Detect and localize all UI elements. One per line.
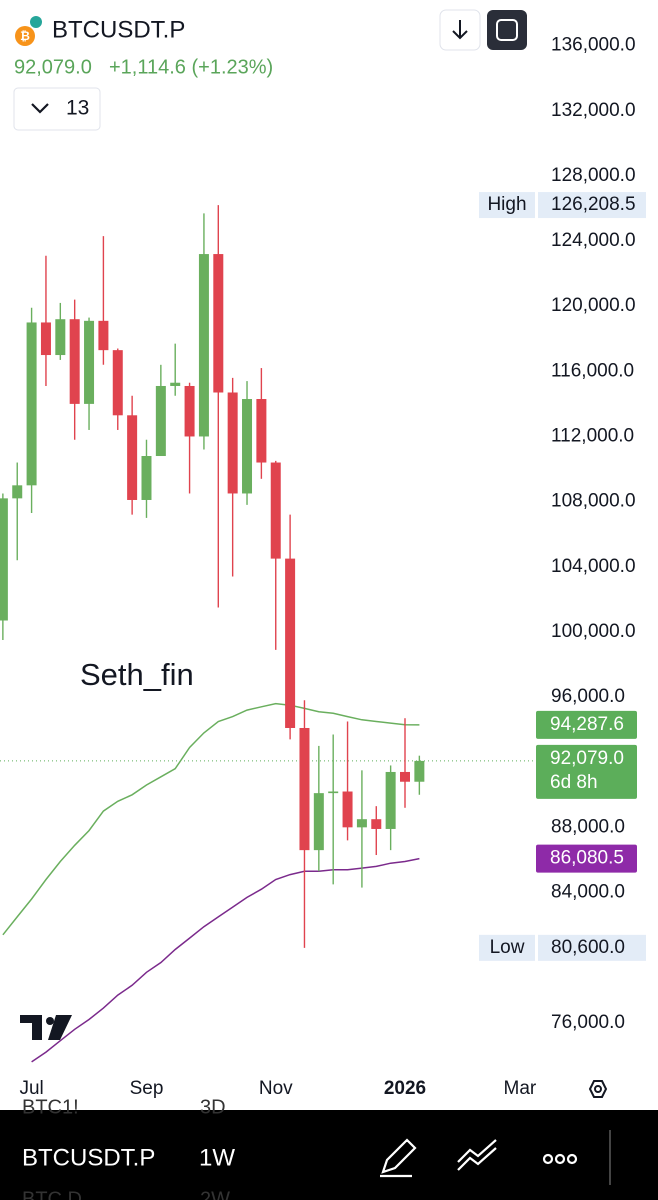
price-label: 92,079.0 [550,748,624,769]
y-tick-label: 116,000.0 [551,360,634,381]
y-tick-label: 104,000.0 [551,556,636,577]
extreme-name: High [487,194,526,215]
x-tick-label: Sep [130,1078,164,1099]
candle-body [112,350,123,416]
y-tick-label: 128,000.0 [551,165,636,186]
y-tick-label: 112,000.0 [551,425,634,446]
candle-body [127,415,138,500]
draw-tool[interactable] [380,1138,417,1178]
toolbar-symbol[interactable]: BTCUSDT.P [22,1144,155,1171]
extreme-name: Low [490,937,525,958]
price-label-box [536,710,637,739]
candle-body [414,760,425,782]
x-tick-label: Mar [504,1078,537,1099]
candle-body [69,319,80,404]
y-tick-label: 108,000.0 [551,491,636,512]
ghost-interval: 2W [200,1188,230,1200]
candle-body [270,462,281,559]
extreme-value: 80,600.0 [551,937,625,958]
candle-body [12,485,23,499]
y-tick-label: 76,000.0 [551,1012,625,1033]
toolbar-interval[interactable]: 1W [199,1144,235,1171]
price-sublabel: 6d 8h [550,772,598,793]
extreme-value-box [538,192,646,219]
candle-body [256,399,267,463]
down-arrow-icon [452,20,468,40]
price-label-box [536,744,637,799]
ghost-symbol: BTC.D [22,1188,82,1200]
candle-body [170,382,181,386]
candle-body [356,819,367,828]
candle-body [0,498,8,621]
candle-body [227,392,238,494]
indicator-count: 13 [66,97,89,120]
y-tick-label: 100,000.0 [551,621,636,642]
candle-body [40,322,51,356]
tv-logo [20,1015,72,1040]
ghost-symbol: BTC1! [22,1096,79,1118]
candle-body [155,385,166,457]
candle-body [400,771,410,782]
candle-body [84,320,95,404]
candle-body [328,791,339,794]
x-tick-label: Nov [259,1078,293,1099]
fullscreen-icon [496,19,518,41]
ghost-interval: 3D [200,1096,226,1118]
y-tick-label: 120,000.0 [551,295,636,316]
extreme-value-box [538,934,646,961]
x-tick-label: 2026 [384,1078,426,1099]
y-tick-label: 88,000.0 [551,816,625,837]
candle-body [299,727,310,851]
symbol-icon: ₿ [15,16,42,46]
more-button[interactable] [542,1153,578,1165]
candle-body [55,319,66,356]
candle-body [184,385,195,437]
chevron-icon [31,103,49,114]
x-tick-label: Jul [19,1078,43,1099]
symbol[interactable]: BTCUSDT.P [52,16,185,43]
price-change: +1,114.6 (+1.23%) [109,56,273,78]
extreme-name-box [479,934,535,961]
ma-line [2,702,420,936]
extreme-name-box [479,192,535,219]
candle-body [141,456,152,500]
ma-line [31,857,420,1063]
candle-body [342,791,353,828]
indicator-toggle[interactable] [13,87,101,131]
candle-body [385,771,396,829]
price-label: 86,080.5 [550,848,624,869]
candle-body [213,254,224,393]
y-tick-label: 124,000.0 [551,230,636,251]
svg-text:₿: ₿ [20,29,30,43]
y-tick-label: 132,000.0 [551,100,636,121]
candle-body [313,793,324,851]
candle-body [198,254,209,437]
last-price: 92,079.0 [14,56,92,78]
candle-body [285,558,296,728]
fullscreen-button[interactable] [487,10,527,50]
candle-body [26,322,37,486]
price-label-box [536,844,637,873]
price-label: 94,287.6 [550,714,624,735]
y-tick-label: 96,000.0 [551,686,625,707]
candle-body [242,399,253,494]
line-tool[interactable] [457,1139,497,1171]
y-tick-label: 84,000.0 [551,881,625,902]
candle-body [98,320,109,351]
extreme-value: 126,208.5 [551,194,636,215]
settings-icon[interactable] [588,1080,608,1098]
settings-icon-center [594,1085,602,1093]
y-tick-label: 136,000.0 [551,35,636,56]
candle-body [371,819,382,829]
watermark: Seth_fin [80,657,194,692]
